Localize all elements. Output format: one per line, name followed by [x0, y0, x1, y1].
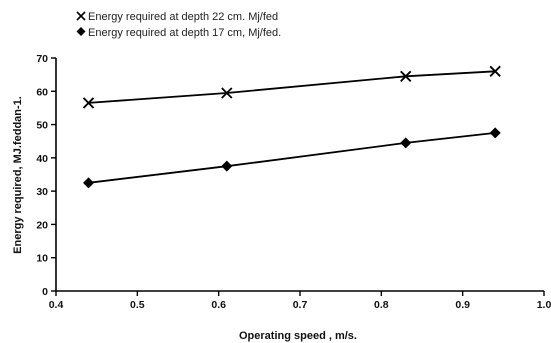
plot-area: 0 10 20 30 40 50 60 70 0.4 0.5 0.6 0.7 0.8 0.9 1.0	[36, 53, 551, 311]
x-tick-label: 0.7	[293, 299, 308, 311]
x-axis-title: Operating speed , m/s.	[239, 330, 357, 342]
y-tick-label: 10	[36, 253, 48, 265]
y-tick-label: 50	[36, 120, 48, 132]
legend-item-depth-22: Energy required at depth 22 cm. Mj/fed	[76, 11, 278, 23]
legend-label-depth-22: Energy required at depth 22 cm. Mj/fed	[88, 11, 278, 23]
y-tick-label: 20	[36, 219, 48, 231]
legend-label-depth-17: Energy required at depth 17 cm, Mj/fed.	[88, 27, 281, 39]
data-point	[400, 137, 412, 149]
x-marker-stroke	[489, 65, 501, 77]
x-marker-stroke	[221, 87, 233, 99]
y-tick-label: 70	[36, 53, 48, 65]
data-point	[82, 97, 95, 109]
y-tick-label: 30	[36, 186, 48, 198]
series-line	[88, 70, 496, 104]
series-1	[82, 65, 501, 109]
data-point	[83, 177, 95, 189]
data-point	[489, 65, 501, 77]
y-tick-label: 0	[42, 286, 48, 298]
x-tick-label: 0.4	[49, 299, 64, 311]
y-tick-label: 40	[36, 153, 48, 165]
x-marker-stroke	[400, 70, 412, 82]
x-marker-stroke	[82, 97, 95, 109]
diamond-icon	[76, 27, 86, 36]
data-point	[400, 70, 412, 82]
x-icon	[76, 11, 86, 21]
y-axis-title: Energy required, MJ.feddan-1.	[12, 96, 24, 254]
x-tick-label: 0.6	[211, 299, 226, 311]
series-2	[83, 127, 501, 189]
data-point	[221, 87, 233, 99]
x-tick-label: 0.9	[455, 299, 470, 311]
data-point	[221, 160, 233, 172]
y-tick-label: 60	[36, 86, 48, 98]
x-tick-label: 0.8	[374, 299, 389, 311]
x-tick-label: 0.5	[130, 299, 145, 311]
data-point	[489, 127, 501, 139]
series-line	[88, 132, 496, 184]
legend: Energy required at depth 22 cm. Mj/fed E…	[76, 11, 281, 39]
legend-item-depth-17: Energy required at depth 17 cm, Mj/fed.	[76, 27, 281, 39]
x-tick-label: 1.0	[537, 299, 551, 311]
